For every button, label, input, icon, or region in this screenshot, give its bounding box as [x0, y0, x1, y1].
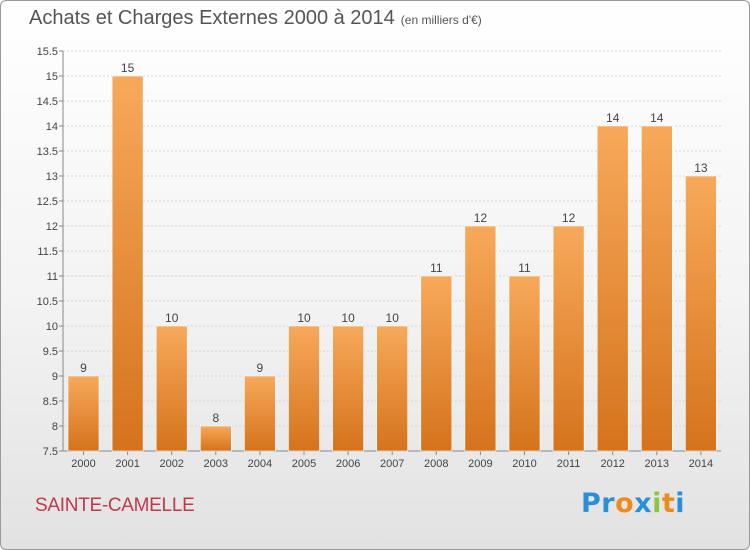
bar — [376, 325, 409, 452]
y-tick-label: 8 — [52, 421, 58, 433]
chart-title-text: Achats et Charges Externes 2000 à 2014 — [29, 7, 395, 29]
x-tick-label: 2014 — [689, 458, 713, 470]
bar-value-label: 9 — [80, 361, 87, 375]
y-tick-label: 9.5 — [43, 346, 58, 358]
y-tick-label: 10 — [46, 321, 58, 333]
x-tick-label: 2004 — [248, 458, 272, 470]
bar — [552, 225, 585, 452]
x-tick-labels: 2000 2001 2002 2003 2004 2005 2006 2007 2008 2009… — [71, 458, 713, 470]
y-tick-label: 13 — [46, 171, 58, 183]
y-tick-label: 10.5 — [37, 296, 58, 308]
x-tick-label: 2001 — [115, 458, 139, 470]
x-tick-label: 2008 — [424, 458, 448, 470]
y-tick-label: 11 — [47, 271, 58, 283]
logo-letter: o — [615, 488, 635, 519]
x-tick-label: 2012 — [600, 458, 624, 470]
y-tick-label: 9 — [52, 371, 58, 383]
chart-unit: (en milliers d'€) — [400, 13, 482, 27]
bar-value-label: 12 — [562, 211, 576, 225]
bar-value-label: 9 — [257, 361, 264, 375]
x-tick-label: 2000 — [71, 458, 95, 470]
bar-value-label: 11 — [430, 261, 443, 275]
bar — [596, 125, 629, 452]
y-tick-label: 11.5 — [37, 246, 58, 258]
y-tick-label: 7.5 — [43, 446, 58, 458]
bar — [464, 225, 497, 452]
x-tick-label: 2006 — [336, 458, 360, 470]
logo-letter: t — [661, 488, 676, 519]
bar — [332, 325, 364, 452]
x-tick-label: 2010 — [512, 458, 536, 470]
logo-letter: i — [652, 488, 662, 519]
y-tick-label: 12 — [46, 221, 58, 233]
y-tick-label: 15.5 — [37, 46, 58, 58]
bars — [67, 75, 717, 452]
x-tick-label: 2003 — [204, 458, 228, 470]
logo-letter: i — [675, 488, 686, 519]
bar-value-label: 10 — [386, 311, 400, 325]
x-tick-label: 2005 — [292, 458, 316, 470]
y-tick-label: 15 — [46, 71, 58, 83]
bar — [111, 75, 144, 452]
bar-value-label: 11 — [518, 261, 531, 275]
bar-value-label: 12 — [474, 211, 488, 225]
bar — [288, 325, 320, 452]
bar — [67, 375, 100, 452]
logo-letter: x — [634, 488, 653, 519]
bar-value-label: 8 — [212, 411, 219, 425]
x-tick-label: 2007 — [380, 458, 404, 470]
x-tick-label: 2009 — [468, 458, 492, 470]
data-labels: 9 15 10 8 9 10 10 10 11 12 11 12 14 14 13 — [80, 61, 708, 425]
bar — [200, 425, 232, 452]
bar-value-label: 10 — [341, 311, 355, 325]
chart-title: Achats et Charges Externes 2000 à 2014 (e… — [29, 7, 482, 30]
bar-value-label: 10 — [165, 311, 179, 325]
y-tick-labels: 7.5 8 8.5 9 9.5 10 10.5 11 11.5 12 12.5 13 13.5 14 14.… — [37, 46, 58, 458]
y-tick-label: 12.5 — [37, 196, 58, 208]
logo-letter: P — [581, 488, 602, 519]
x-tick-label: 2013 — [645, 458, 669, 470]
proxiti-logo: Proxiti — [581, 488, 685, 519]
y-tick-label: 8.5 — [43, 396, 58, 408]
bar-value-label: 15 — [121, 61, 135, 75]
commune-name: SAINTE-CAMELLE — [35, 495, 195, 516]
x-tick-label: 2002 — [159, 458, 183, 470]
bar — [155, 325, 188, 452]
bar — [420, 275, 453, 452]
x-tick-label: 2011 — [557, 458, 581, 470]
bar-value-label: 10 — [297, 311, 311, 325]
bar — [508, 275, 541, 452]
bar-value-label: 14 — [606, 111, 620, 125]
logo-letter: r — [601, 488, 616, 519]
bar — [685, 175, 717, 452]
y-tick-label: 14 — [46, 121, 58, 133]
y-tick-label: 13.5 — [37, 146, 58, 158]
y-tick-label: 14.5 — [37, 96, 58, 108]
bar-value-label: 14 — [650, 111, 664, 125]
bar — [640, 125, 673, 452]
bar — [244, 375, 276, 452]
bar-value-label: 13 — [694, 161, 708, 175]
